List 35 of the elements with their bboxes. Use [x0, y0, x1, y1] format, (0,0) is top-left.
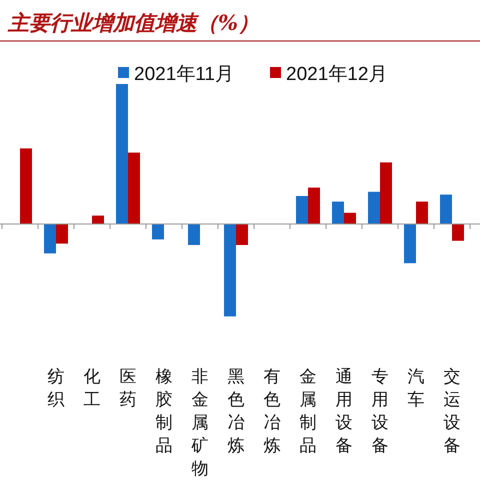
- bar: [152, 224, 164, 240]
- bar: [116, 84, 128, 224]
- chart-title: 主要行业增加值增速（%）: [7, 10, 259, 35]
- bar: [224, 224, 236, 316]
- x-tick-label: 橡胶制品: [156, 367, 172, 456]
- bar: [332, 202, 344, 224]
- bar: [188, 224, 200, 245]
- x-tick-label: 专用设备: [372, 367, 388, 456]
- x-tick-label: 有色冶炼: [264, 367, 280, 456]
- x-tick-label: 交运设备: [444, 367, 460, 456]
- x-tick-label: 黑色冶炼: [228, 367, 244, 456]
- bar: [380, 162, 392, 224]
- bar: [296, 196, 308, 224]
- bar: [308, 188, 320, 224]
- legend-label: 2021年11月: [134, 64, 234, 85]
- bar: [344, 212, 356, 224]
- x-tick-label: 非金属矿物: [190, 367, 208, 479]
- x-tick-label: 汽车: [408, 367, 424, 410]
- bar: [440, 194, 452, 224]
- bar: [56, 224, 68, 244]
- bar: [128, 152, 140, 224]
- x-tick-label: 金属制品: [300, 367, 316, 456]
- bar: [20, 148, 32, 224]
- bar: [404, 224, 416, 264]
- bar: [236, 224, 248, 245]
- bar: [92, 216, 104, 224]
- bar: [452, 224, 464, 241]
- x-tick-label: 化工: [84, 367, 100, 410]
- x-tick-label: 纺织: [48, 367, 64, 410]
- x-tick-label: 通用设备: [336, 367, 352, 456]
- bar: [368, 192, 380, 224]
- legend-label: 2021年12月: [286, 64, 388, 85]
- bar: [416, 202, 428, 224]
- x-tick-label: 医药: [120, 367, 136, 410]
- bar: [44, 224, 56, 254]
